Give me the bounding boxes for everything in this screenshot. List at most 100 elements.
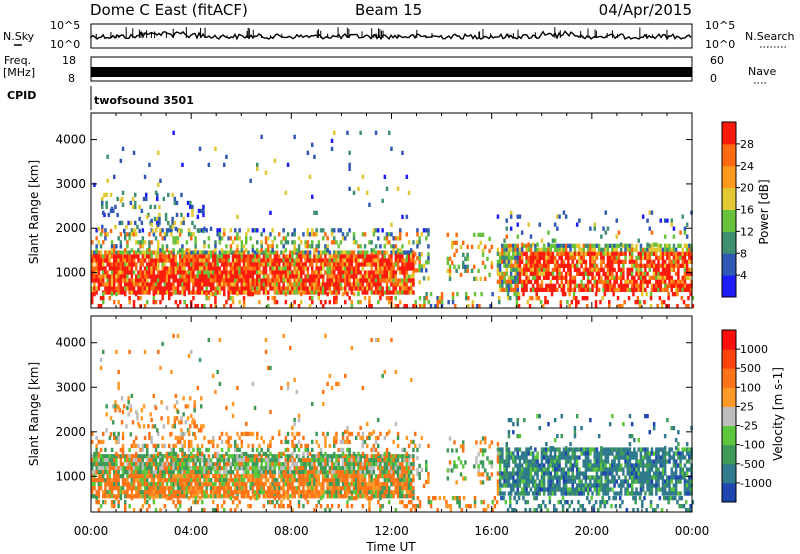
- heatmap-cell: [582, 243, 585, 248]
- heatmap-cell: [273, 458, 277, 463]
- heatmap-cell: [427, 260, 430, 265]
- heatmap-cell: [150, 439, 153, 445]
- heatmap-cell: [284, 278, 288, 283]
- heatmap-cell: [95, 254, 98, 259]
- heatmap-cell: [240, 286, 244, 291]
- heatmap-cell: [297, 286, 301, 291]
- heatmap-cell: [648, 251, 651, 256]
- heatmap-cell: [247, 274, 250, 279]
- heatmap-cell: [410, 250, 413, 255]
- heatmap-cell: [201, 482, 204, 487]
- heatmap-cell: [567, 243, 570, 248]
- heatmap-cell: [190, 262, 193, 267]
- heatmap-cell: [361, 454, 365, 459]
- heatmap-cell: [311, 278, 314, 283]
- heatmap-cell: [128, 300, 131, 305]
- heatmap-cell: [319, 300, 323, 305]
- heatmap-cell: [207, 458, 211, 463]
- heatmap-cell: [377, 262, 380, 267]
- heatmap-cell: [150, 278, 153, 283]
- heatmap-cell: [622, 263, 625, 268]
- heatmap-cell: [236, 292, 239, 297]
- heatmap-cell: [168, 451, 171, 457]
- heatmap-cell: [648, 226, 651, 231]
- heatmap-cell: [602, 287, 605, 292]
- heatmap-cell: [624, 287, 627, 292]
- heatmap-cell: [214, 270, 217, 275]
- heatmap-cell: [529, 234, 533, 239]
- heatmap-cell: [319, 282, 323, 287]
- heatmap-cell: [388, 462, 391, 467]
- heatmap-cell: [247, 470, 250, 475]
- heatmap-cell: [410, 482, 413, 487]
- heatmap-cell: [253, 474, 257, 479]
- heatmap-cell: [286, 478, 290, 483]
- heatmap-cell: [526, 300, 530, 305]
- heatmap-cell: [97, 274, 101, 279]
- heatmap-cell: [405, 278, 409, 283]
- heatmap-cell: [286, 270, 290, 275]
- heatmap-cell: [271, 262, 274, 267]
- heatmap-cell: [399, 482, 402, 487]
- heatmap-cell: [313, 210, 316, 215]
- heatmap-cell: [561, 292, 565, 297]
- heatmap-cell: [148, 482, 151, 487]
- heatmap-cell: [407, 240, 411, 245]
- heatmap-cell: [95, 458, 98, 463]
- heatmap-cell: [564, 279, 568, 284]
- heatmap-cell: [172, 290, 175, 295]
- heatmap-cell: [108, 254, 112, 259]
- heatmap-cell: [593, 283, 596, 288]
- heatmap-cell: [403, 274, 406, 279]
- heatmap-cell: [179, 266, 182, 271]
- heatmap-cell: [613, 251, 616, 256]
- heatmap-cell: [681, 283, 684, 288]
- heatmap-cell: [205, 482, 208, 487]
- heatmap-cell: [542, 259, 546, 264]
- heatmap-cell: [262, 490, 266, 495]
- heatmap-cell: [205, 254, 208, 259]
- heatmap-cell: [396, 266, 400, 271]
- heatmap-cell: [216, 254, 219, 259]
- heatmap-cell: [260, 458, 263, 463]
- heatmap-cell: [503, 251, 506, 256]
- heatmap-cell: [152, 486, 156, 491]
- heatmap-cell: [146, 486, 149, 491]
- heatmap-cell: [207, 474, 211, 479]
- heatmap-cell: [126, 258, 129, 263]
- heatmap-cell: [269, 486, 272, 491]
- heatmap-cell: [249, 478, 252, 483]
- heatmap-cell: [544, 300, 547, 305]
- heatmap-cell: [108, 474, 112, 479]
- heatmap-cell: [154, 228, 158, 233]
- heatmap-cell: [249, 482, 252, 487]
- heatmap-cell: [676, 304, 679, 309]
- heatmap-cell: [119, 458, 123, 463]
- heatmap-cell: [597, 243, 601, 248]
- heatmap-cell: [633, 259, 636, 264]
- heatmap-cell: [269, 250, 272, 255]
- heatmap-cell: [192, 290, 195, 295]
- heatmap-cell: [174, 240, 178, 245]
- heatmap-cell: [165, 286, 169, 291]
- heatmap-cell: [571, 279, 574, 284]
- heatmap-cell: [571, 275, 574, 280]
- heatmap-cell: [172, 240, 175, 245]
- heatmap-cell: [306, 244, 310, 249]
- heatmap-cell: [328, 278, 332, 283]
- heatmap-cell: [157, 478, 160, 483]
- heatmap-cell: [227, 254, 230, 259]
- heatmap-cell: [280, 278, 283, 283]
- heatmap-cell: [271, 486, 274, 491]
- heatmap-cell: [326, 248, 329, 253]
- heatmap-cell: [619, 283, 623, 288]
- heatmap-cell: [355, 278, 358, 283]
- heatmap-cell: [196, 254, 200, 259]
- heatmap-cell: [225, 254, 228, 259]
- heatmap-cell: [630, 271, 634, 276]
- heatmap-cell: [606, 226, 610, 231]
- heatmap-cell: [106, 286, 109, 291]
- heatmap-cell: [385, 474, 389, 479]
- heatmap-cell: [110, 447, 114, 453]
- heatmap-cell: [286, 162, 290, 167]
